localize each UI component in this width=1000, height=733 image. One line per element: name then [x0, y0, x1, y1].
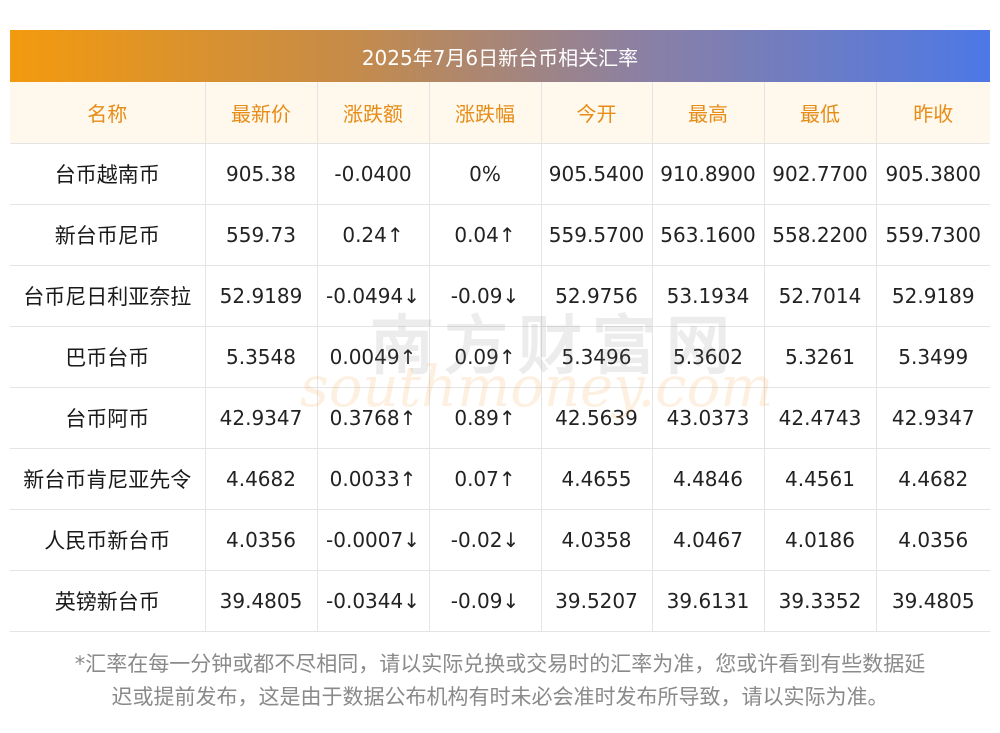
header-open: 今开: [541, 82, 653, 144]
cell-open: 905.5400: [541, 143, 653, 205]
cell-change-pct: -0.09↓: [429, 265, 542, 327]
table-row: 人民币新台币 4.0356 -0.0007↓ -0.02↓ 4.0358 4.0467 4.…: [10, 509, 990, 571]
header-prev-close: 昨收: [876, 82, 990, 144]
cell-latest: 559.73: [205, 204, 318, 266]
cell-name: 台币阿币: [10, 387, 206, 449]
cell-name: 巴币台币: [10, 326, 206, 388]
header-high: 最高: [652, 82, 765, 144]
title-bar: 2025年7月6日新台币相关汇率: [10, 30, 990, 82]
cell-low: 902.7700: [764, 143, 877, 205]
header-change-pct: 涨跌幅: [429, 82, 542, 144]
cell-latest: 52.9189: [205, 265, 318, 327]
cell-change: -0.0494↓: [317, 265, 430, 327]
cell-open: 5.3496: [541, 326, 653, 388]
cell-open: 39.5207: [541, 570, 653, 632]
cell-high: 43.0373: [652, 387, 765, 449]
cell-open: 52.9756: [541, 265, 653, 327]
table-row: 新台币尼币 559.73 0.24↑ 0.04↑ 559.5700 563.1600 558…: [10, 204, 990, 266]
cell-name: 台币越南币: [10, 143, 206, 205]
cell-name: 人民币新台币: [10, 509, 206, 571]
footnote-line-2: 迟或提前发布，这是由于数据公布机构有时未必会准时发布所导致，请以实际为准。: [111, 685, 889, 709]
cell-change-pct: 0.04↑: [429, 204, 542, 266]
cell-change: 0.24↑: [317, 204, 430, 266]
cell-prev-close: 5.3499: [876, 326, 990, 388]
header-latest: 最新价: [205, 82, 318, 144]
cell-latest: 4.4682: [205, 448, 318, 510]
cell-change: 0.0049↑: [317, 326, 430, 388]
cell-prev-close: 4.0356: [876, 509, 990, 571]
cell-change: -0.0007↓: [317, 509, 430, 571]
page-title: 2025年7月6日新台币相关汇率: [361, 45, 639, 70]
table-row: 台币越南币 905.38 -0.0400 0% 905.5400 910.8900 902.…: [10, 143, 990, 205]
table-row: 台币尼日利亚奈拉 52.9189 -0.0494↓ -0.09↓ 52.9756 53.1…: [10, 265, 990, 327]
cell-name: 台币尼日利亚奈拉: [10, 265, 206, 327]
table-row: 巴币台币 5.3548 0.0049↑ 0.09↑ 5.3496 5.3602 5.3261…: [10, 326, 990, 388]
cell-latest: 905.38: [205, 143, 318, 205]
cell-name: 新台币尼币: [10, 204, 206, 266]
cell-low: 4.0186: [764, 509, 877, 571]
cell-high: 39.6131: [652, 570, 765, 632]
cell-change: 0.3768↑: [317, 387, 430, 449]
cell-low: 39.3352: [764, 570, 877, 632]
cell-low: 4.4561: [764, 448, 877, 510]
table-row: 台币阿币 42.9347 0.3768↑ 0.89↑ 42.5639 43.0373 42.…: [10, 387, 990, 449]
cell-high: 563.1600: [652, 204, 765, 266]
table-row: 英镑新台币 39.4805 -0.0344↓ -0.09↓ 39.5207 39.6131…: [10, 570, 990, 632]
cell-low: 42.4743: [764, 387, 877, 449]
cell-open: 559.5700: [541, 204, 653, 266]
header-change: 涨跌额: [317, 82, 430, 144]
cell-low: 5.3261: [764, 326, 877, 388]
cell-prev-close: 39.4805: [876, 570, 990, 632]
cell-prev-close: 42.9347: [876, 387, 990, 449]
cell-high: 5.3602: [652, 326, 765, 388]
cell-high: 910.8900: [652, 143, 765, 205]
cell-open: 42.5639: [541, 387, 653, 449]
cell-low: 52.7014: [764, 265, 877, 327]
cell-prev-close: 905.3800: [876, 143, 990, 205]
table-row: 新台币肯尼亚先令 4.4682 0.0033↑ 0.07↑ 4.4655 4.4846 4.…: [10, 448, 990, 510]
cell-change-pct: 0.89↑: [429, 387, 542, 449]
cell-change: -0.0400: [317, 143, 430, 205]
cell-change-pct: 0.09↑: [429, 326, 542, 388]
cell-prev-close: 559.7300: [876, 204, 990, 266]
footnote: *汇率在每一分钟或都不尽相同，请以实际兑换或交易时的汇率为准，您或许看到有些数据…: [10, 648, 990, 714]
cell-latest: 39.4805: [205, 570, 318, 632]
cell-name: 英镑新台币: [10, 570, 206, 632]
cell-high: 53.1934: [652, 265, 765, 327]
cell-low: 558.2200: [764, 204, 877, 266]
header-row: 名称 最新价 涨跌额 涨跌幅 今开 最高 最低 昨收: [10, 82, 990, 144]
cell-change-pct: 0%: [429, 143, 542, 205]
cell-change-pct: -0.09↓: [429, 570, 542, 632]
cell-high: 4.4846: [652, 448, 765, 510]
cell-latest: 5.3548: [205, 326, 318, 388]
header-low: 最低: [764, 82, 877, 144]
cell-latest: 42.9347: [205, 387, 318, 449]
cell-change-pct: -0.02↓: [429, 509, 542, 571]
rates-table: 名称 最新价 涨跌额 涨跌幅 今开 最高 最低 昨收 台币越南币 905.38 -0…: [10, 82, 990, 632]
cell-open: 4.0358: [541, 509, 653, 571]
footnote-line-1: *汇率在每一分钟或都不尽相同，请以实际兑换或交易时的汇率为准，您或许看到有些数据…: [74, 652, 926, 676]
cell-prev-close: 52.9189: [876, 265, 990, 327]
header-name: 名称: [10, 82, 206, 144]
cell-prev-close: 4.4682: [876, 448, 990, 510]
cell-change-pct: 0.07↑: [429, 448, 542, 510]
cell-open: 4.4655: [541, 448, 653, 510]
cell-high: 4.0467: [652, 509, 765, 571]
cell-latest: 4.0356: [205, 509, 318, 571]
cell-name: 新台币肯尼亚先令: [10, 448, 206, 510]
cell-change: -0.0344↓: [317, 570, 430, 632]
cell-change: 0.0033↑: [317, 448, 430, 510]
